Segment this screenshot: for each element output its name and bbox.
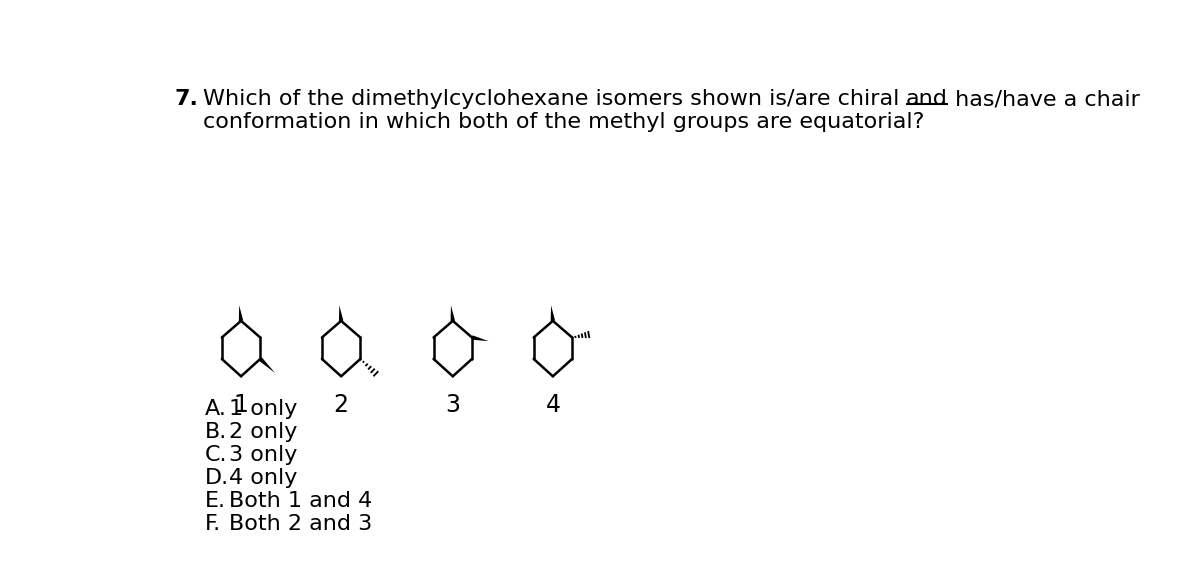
Text: 3 only: 3 only — [230, 445, 298, 465]
Text: 1: 1 — [233, 393, 249, 417]
Text: D.: D. — [205, 468, 228, 488]
Polygon shape — [239, 306, 243, 321]
Text: 2: 2 — [334, 393, 349, 417]
Text: F.: F. — [205, 514, 221, 534]
Text: 7.: 7. — [175, 89, 197, 109]
Text: C.: C. — [205, 445, 227, 465]
Text: and: and — [907, 89, 948, 109]
Polygon shape — [338, 306, 343, 321]
Polygon shape — [550, 306, 555, 321]
Text: 1 only: 1 only — [230, 399, 298, 418]
Text: Which of the dimethylcyclohexane isomers shown is/are chiral: Which of the dimethylcyclohexane isomers… — [202, 89, 907, 109]
Polygon shape — [451, 306, 454, 321]
Polygon shape — [258, 357, 275, 373]
Text: 3: 3 — [445, 393, 460, 417]
Text: A.: A. — [205, 399, 227, 418]
Text: E.: E. — [205, 491, 226, 511]
Text: 4: 4 — [545, 393, 561, 417]
Text: B.: B. — [205, 422, 227, 442]
Text: 4 only: 4 only — [230, 468, 298, 488]
Text: Both 1 and 4: Both 1 and 4 — [230, 491, 373, 511]
Text: conformation in which both of the methyl groups are equatorial?: conformation in which both of the methyl… — [202, 112, 925, 132]
Text: Both 2 and 3: Both 2 and 3 — [230, 514, 373, 534]
Text: has/have a chair: has/have a chair — [948, 89, 1140, 109]
Text: 2 only: 2 only — [230, 422, 298, 442]
Polygon shape — [471, 335, 489, 341]
